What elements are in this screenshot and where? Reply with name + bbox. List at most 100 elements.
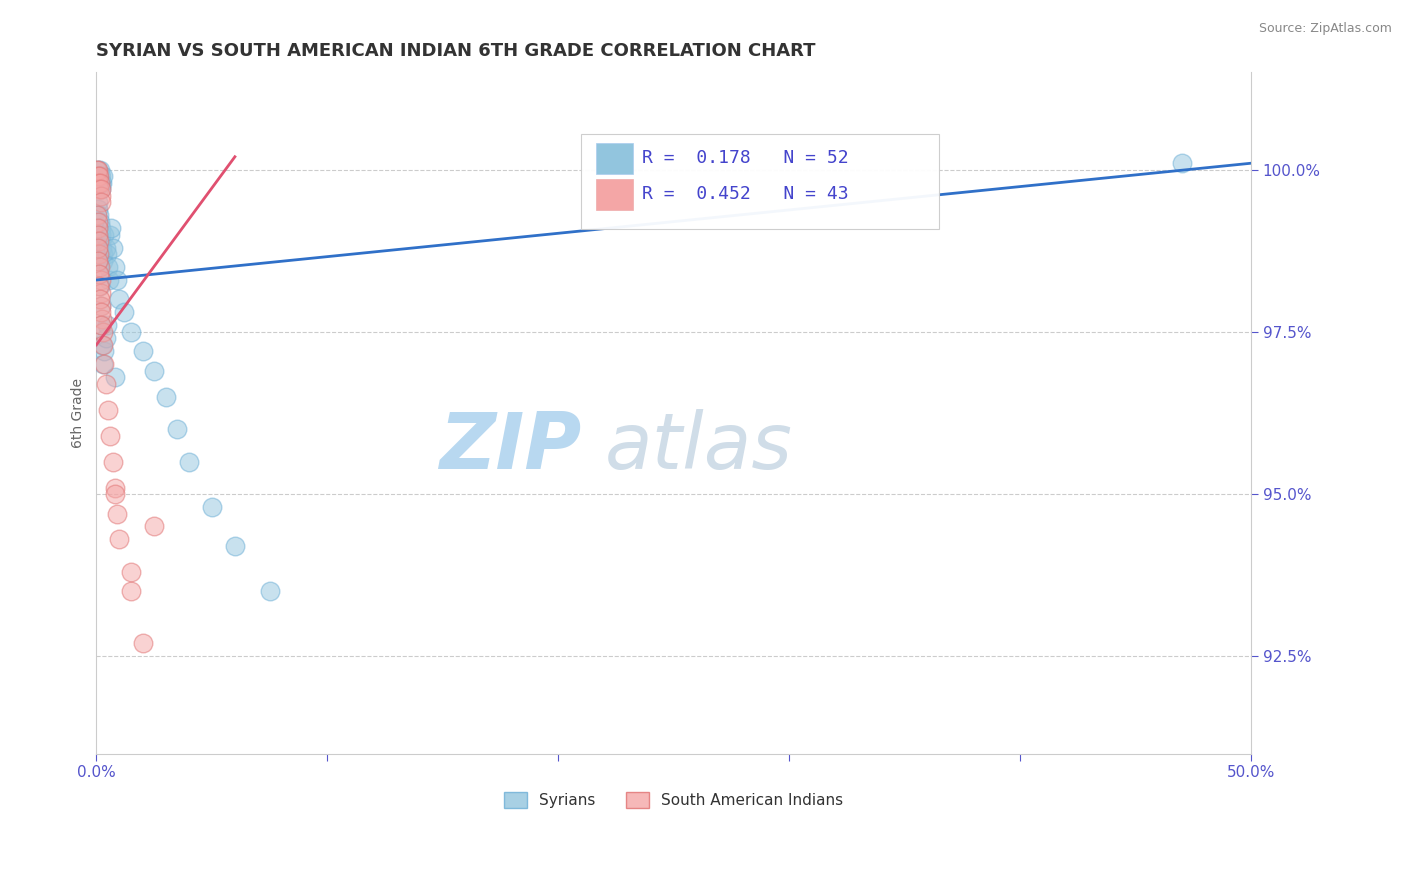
Point bbox=[166, 422, 188, 436]
FancyBboxPatch shape bbox=[596, 143, 633, 174]
Point bbox=[96, 318, 118, 333]
Point bbox=[104, 370, 127, 384]
Point bbox=[90, 318, 112, 333]
Point bbox=[87, 176, 110, 190]
Point bbox=[90, 195, 112, 210]
Point bbox=[259, 584, 281, 599]
Point bbox=[94, 376, 117, 391]
Point bbox=[89, 299, 111, 313]
Point bbox=[155, 390, 177, 404]
Point bbox=[87, 260, 110, 274]
Point bbox=[101, 241, 124, 255]
Text: atlas: atlas bbox=[605, 409, 792, 485]
Point bbox=[87, 234, 110, 248]
Point bbox=[89, 214, 111, 228]
Point bbox=[98, 273, 121, 287]
Point bbox=[91, 253, 114, 268]
Point bbox=[94, 241, 117, 255]
Text: R =  0.452   N = 43: R = 0.452 N = 43 bbox=[643, 185, 849, 202]
Point bbox=[89, 273, 111, 287]
Point bbox=[89, 279, 111, 293]
Point bbox=[87, 176, 110, 190]
Point bbox=[87, 279, 110, 293]
Point bbox=[91, 176, 114, 190]
Point bbox=[105, 507, 128, 521]
Point bbox=[112, 305, 135, 319]
Point bbox=[90, 182, 112, 196]
Point bbox=[91, 241, 114, 255]
Point bbox=[177, 455, 200, 469]
Text: R =  0.178   N = 52: R = 0.178 N = 52 bbox=[643, 149, 849, 167]
Point bbox=[224, 539, 246, 553]
Point bbox=[91, 325, 114, 339]
Point bbox=[86, 208, 108, 222]
Point bbox=[90, 169, 112, 184]
Point bbox=[104, 481, 127, 495]
Point bbox=[87, 162, 110, 177]
Point bbox=[86, 241, 108, 255]
Point bbox=[120, 584, 142, 599]
Point bbox=[91, 338, 114, 352]
Point bbox=[97, 402, 120, 417]
Point bbox=[87, 227, 110, 242]
Text: ZIP: ZIP bbox=[439, 409, 581, 485]
Point bbox=[89, 221, 111, 235]
Point bbox=[90, 318, 112, 333]
Point bbox=[104, 260, 127, 274]
Point bbox=[89, 260, 111, 274]
Point bbox=[108, 293, 131, 307]
Point bbox=[86, 162, 108, 177]
Point bbox=[108, 533, 131, 547]
Point bbox=[93, 227, 115, 242]
Point bbox=[98, 428, 121, 442]
Point bbox=[91, 357, 114, 371]
Point bbox=[93, 344, 115, 359]
Point bbox=[89, 176, 111, 190]
FancyBboxPatch shape bbox=[581, 134, 939, 229]
Point bbox=[90, 285, 112, 300]
Point bbox=[90, 299, 112, 313]
Point bbox=[87, 169, 110, 184]
Point bbox=[89, 305, 111, 319]
Y-axis label: 6th Grade: 6th Grade bbox=[72, 378, 86, 448]
Point bbox=[86, 162, 108, 177]
Point bbox=[89, 176, 111, 190]
Point bbox=[87, 253, 110, 268]
Point bbox=[120, 565, 142, 579]
Point bbox=[87, 202, 110, 216]
Point bbox=[89, 162, 111, 177]
Point bbox=[87, 208, 110, 222]
Point bbox=[97, 260, 120, 274]
Point bbox=[87, 169, 110, 184]
Point bbox=[101, 455, 124, 469]
Point bbox=[100, 221, 122, 235]
Point bbox=[104, 487, 127, 501]
Text: Source: ZipAtlas.com: Source: ZipAtlas.com bbox=[1258, 22, 1392, 36]
Point bbox=[86, 169, 108, 184]
Point bbox=[91, 312, 114, 326]
Point bbox=[90, 234, 112, 248]
Point bbox=[87, 267, 110, 281]
Point bbox=[86, 195, 108, 210]
Point bbox=[91, 247, 114, 261]
Point bbox=[94, 331, 117, 345]
Point bbox=[105, 273, 128, 287]
Point bbox=[98, 227, 121, 242]
FancyBboxPatch shape bbox=[596, 178, 633, 210]
Point bbox=[89, 293, 111, 307]
Point bbox=[143, 364, 166, 378]
Point bbox=[87, 182, 110, 196]
Point bbox=[120, 325, 142, 339]
Point bbox=[96, 247, 118, 261]
Point bbox=[93, 357, 115, 371]
Point bbox=[131, 344, 153, 359]
Point bbox=[91, 169, 114, 184]
Text: SYRIAN VS SOUTH AMERICAN INDIAN 6TH GRADE CORRELATION CHART: SYRIAN VS SOUTH AMERICAN INDIAN 6TH GRAD… bbox=[97, 42, 815, 60]
Point bbox=[87, 247, 110, 261]
Point bbox=[131, 636, 153, 650]
Point bbox=[86, 214, 108, 228]
Legend: Syrians, South American Indians: Syrians, South American Indians bbox=[498, 786, 849, 814]
Point bbox=[87, 221, 110, 235]
Point bbox=[143, 519, 166, 533]
Point bbox=[201, 500, 224, 514]
